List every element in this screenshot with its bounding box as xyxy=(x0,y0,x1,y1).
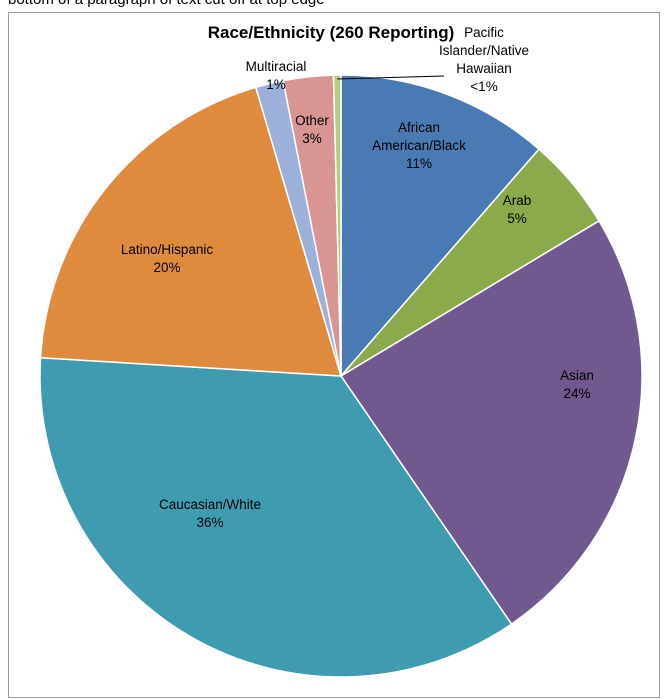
slice-label-multiracial: Multiracial 1% xyxy=(246,59,307,92)
chart-title: Race/Ethnicity (260 Reporting) xyxy=(208,23,455,42)
cut-off-paragraph: bottom of a paragraph of text cut off at… xyxy=(8,0,325,8)
slice-label-caucasian-white: Caucasian/White 36% xyxy=(159,497,261,530)
slice-labels: African American/Black 11% Arab 5% Asian 24% Ca… xyxy=(121,25,594,530)
pie-slice-latino-hispanic xyxy=(39,86,343,377)
slice-label-pacific-islander-native-hawaiian: Pacific Islander/Native Hawaiian <1% xyxy=(439,25,529,94)
pie-slice-asian xyxy=(339,219,643,626)
pie-slices xyxy=(39,74,643,678)
slice-label-arab: Arab 5% xyxy=(503,193,532,226)
pie-slice-pacific-islander-native-hawaiian xyxy=(332,74,342,377)
slice-label-latino-hispanic: Latino/Hispanic 20% xyxy=(121,242,214,275)
leader-line xyxy=(337,75,445,80)
slice-label-african-american-black: African American/Black 11% xyxy=(372,120,466,171)
pie-slice-caucasian-white xyxy=(39,356,513,678)
pie-slice-african-american-black xyxy=(340,74,540,378)
slice-label-other: Other 3% xyxy=(295,113,329,146)
slice-label-asian: Asian 24% xyxy=(560,368,594,401)
